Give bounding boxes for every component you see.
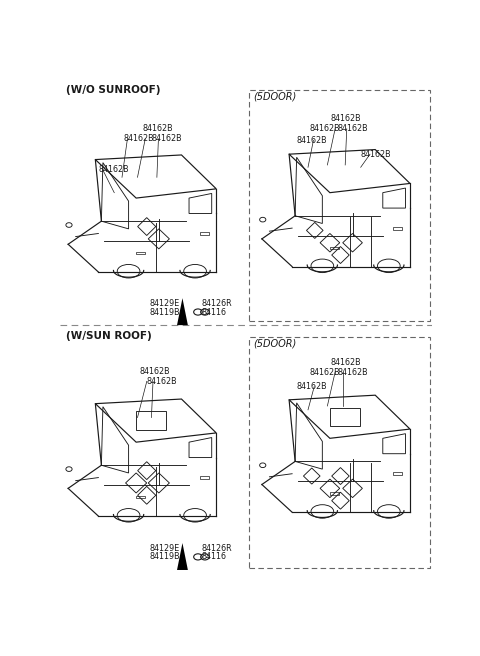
Text: 84162B: 84162B: [310, 124, 340, 133]
Text: 84126R: 84126R: [202, 544, 232, 553]
Text: 84116: 84116: [202, 308, 227, 317]
Text: 84129E: 84129E: [149, 299, 180, 308]
Text: 84162B: 84162B: [360, 150, 391, 159]
Polygon shape: [177, 543, 188, 570]
Text: 84162B: 84162B: [296, 136, 327, 145]
Text: 84162B: 84162B: [143, 124, 174, 133]
Text: 84162B: 84162B: [310, 367, 340, 377]
Bar: [330, 247, 339, 249]
Text: (5DOOR): (5DOOR): [254, 92, 297, 102]
Text: 84162B: 84162B: [123, 134, 154, 143]
Text: 84162B: 84162B: [330, 358, 361, 367]
Bar: [136, 252, 145, 255]
Text: (W/SUN ROOF): (W/SUN ROOF): [66, 331, 152, 341]
Bar: [249, 91, 431, 321]
Text: 84129E: 84129E: [149, 544, 180, 553]
Bar: [136, 496, 145, 499]
Text: 84162B: 84162B: [152, 134, 182, 143]
Bar: [394, 226, 402, 230]
Text: (W/O SUNROOF): (W/O SUNROOF): [66, 85, 161, 95]
Text: 84162B: 84162B: [337, 367, 368, 377]
Text: 84162B: 84162B: [337, 124, 368, 133]
Bar: [200, 232, 209, 235]
Text: 84162B: 84162B: [99, 165, 130, 174]
Text: 84162B: 84162B: [147, 377, 178, 386]
Bar: [394, 472, 402, 475]
Text: 84119B: 84119B: [149, 552, 180, 562]
Polygon shape: [177, 298, 188, 325]
Text: 84116: 84116: [202, 552, 227, 562]
Text: 84119B: 84119B: [149, 308, 180, 317]
Bar: [249, 337, 431, 567]
Text: (5DOOR): (5DOOR): [254, 338, 297, 348]
Text: 84126R: 84126R: [202, 299, 232, 308]
Text: 84162B: 84162B: [330, 114, 361, 123]
Bar: [330, 492, 339, 495]
Bar: [200, 476, 209, 479]
Text: 84162B: 84162B: [139, 367, 169, 376]
Text: 84162B: 84162B: [296, 382, 327, 391]
